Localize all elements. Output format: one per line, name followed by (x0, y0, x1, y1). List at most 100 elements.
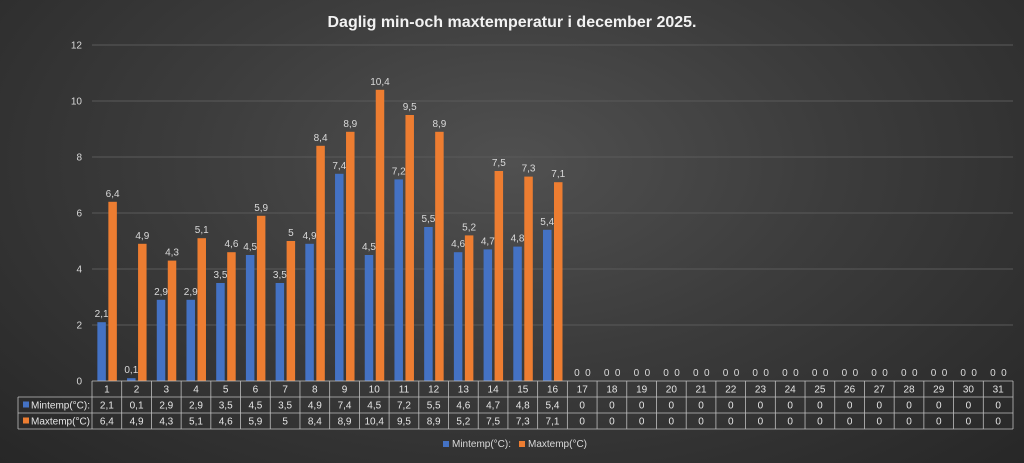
table-legend-key (23, 417, 29, 424)
table-series-name: Mintemp(°C): (31, 401, 90, 412)
x-tick-label: 21 (695, 385, 707, 396)
y-tick-label: 6 (76, 209, 82, 220)
table-cell: 0 (639, 417, 645, 428)
table-cell: 3,5 (278, 401, 292, 412)
data-label: 4,5 (362, 242, 376, 253)
data-label: 5,5 (421, 214, 435, 225)
y-tick-label: 4 (76, 265, 82, 276)
x-tick-label: 1 (104, 385, 110, 396)
data-label: 8,9 (432, 119, 446, 130)
table-cell: 0 (728, 401, 734, 412)
table-cell: 0 (758, 417, 764, 428)
table-cell: 0 (877, 417, 883, 428)
data-label: 0 (971, 368, 977, 379)
min-temp-bar (394, 179, 403, 381)
data-label: 0 (942, 368, 948, 379)
max-temp-bar (494, 171, 504, 381)
x-tick-label: 24 (785, 385, 797, 396)
table-cell: 7,2 (397, 401, 411, 412)
table-cell: 0 (639, 401, 645, 412)
x-tick-label: 8 (312, 385, 318, 396)
x-tick-label: 17 (577, 385, 589, 396)
x-tick-label: 23 (755, 385, 767, 396)
data-label: 4,5 (243, 242, 257, 253)
data-label: 0 (604, 368, 610, 379)
max-temp-bar (108, 201, 117, 381)
table-cell: 0 (847, 401, 853, 412)
data-label: 2,9 (154, 287, 168, 298)
max-temp-bar (197, 238, 206, 381)
table-cell: 5,5 (427, 401, 441, 412)
max-temp-bar (167, 260, 177, 381)
y-tick-label: 12 (71, 41, 83, 52)
data-label: 0 (634, 368, 640, 379)
table-cell: 4,9 (130, 417, 144, 428)
data-label: 0 (752, 368, 758, 379)
max-temp-bar (346, 131, 355, 381)
min-temp-bar (453, 252, 463, 381)
data-label: 0 (585, 368, 591, 379)
table-cell: 0 (579, 417, 585, 428)
legend: Mintemp(°C): Maxtemp(°C) (443, 439, 587, 450)
data-label: 0 (723, 368, 729, 379)
table-series-name: Maxtemp(°C) (31, 417, 90, 428)
max-temp-bar (524, 176, 533, 381)
data-table: 1 2 3 4 5 6 7 8 9 10 11 12 13 14 15 16 17 18 19 20 21 22 23 24 2… (17, 380, 1014, 430)
table-cell: 0 (787, 417, 793, 428)
table-cell: 4,9 (308, 401, 322, 412)
y-tick-label: 0 (76, 377, 82, 388)
table-cell: 5,4 (546, 401, 560, 412)
data-label: 0 (960, 368, 966, 379)
data-label: 0 (674, 368, 680, 379)
table-cell: 8,9 (338, 417, 352, 428)
table-cell: 2,1 (100, 401, 114, 412)
table-cell: 0 (698, 401, 704, 412)
data-label: 0 (693, 368, 699, 379)
table-cell: 0 (906, 401, 912, 412)
data-label: 7,4 (332, 161, 346, 172)
table-cell: 5,1 (189, 417, 203, 428)
y-tick-label: 8 (76, 153, 82, 164)
table-cell: 7,3 (516, 417, 530, 428)
data-label: 0 (901, 368, 907, 379)
x-tick-label: 10 (369, 385, 381, 396)
data-label: 7,2 (392, 166, 406, 177)
x-tick-label: 30 (963, 385, 975, 396)
min-temp-bar (186, 299, 195, 381)
max-temp-bar (375, 89, 385, 382)
x-tick-label: 14 (488, 385, 500, 396)
table-cell: 0 (966, 417, 972, 428)
data-label: 10,4 (370, 77, 390, 88)
data-label: 0,1 (124, 365, 138, 376)
data-label: 7,3 (522, 164, 536, 175)
table-cell: 0 (817, 401, 823, 412)
data-label: 0 (645, 368, 651, 379)
x-tick-label: 15 (517, 385, 529, 396)
x-tick-label: 3 (163, 385, 169, 396)
x-tick-label: 20 (666, 385, 678, 396)
x-tick-label: 31 (993, 385, 1005, 396)
data-label: 8,9 (343, 119, 357, 130)
table-cell: 0,1 (130, 401, 144, 412)
data-label: 8,4 (314, 133, 328, 144)
min-temp-bar (543, 229, 552, 381)
legend-label: Maxtemp(°C) (528, 439, 587, 450)
legend-swatch (443, 441, 449, 447)
max-temp-bar (256, 215, 266, 381)
x-tick-label: 27 (874, 385, 886, 396)
data-label: 0 (882, 368, 888, 379)
table-cell: 4,7 (486, 401, 500, 412)
x-tick-label: 26 (844, 385, 856, 396)
x-tick-label: 28 (903, 385, 915, 396)
data-label: 2,1 (95, 309, 109, 320)
data-label: 4,8 (511, 234, 525, 245)
data-label: 0 (1001, 368, 1007, 379)
data-label: 4,6 (224, 239, 238, 250)
table-cell: 4,5 (367, 401, 381, 412)
table-cell: 8,4 (308, 417, 322, 428)
min-temp-bar (335, 173, 344, 381)
data-label: 0 (912, 368, 918, 379)
data-label: 0 (931, 368, 937, 379)
x-tick-label: 19 (636, 385, 648, 396)
